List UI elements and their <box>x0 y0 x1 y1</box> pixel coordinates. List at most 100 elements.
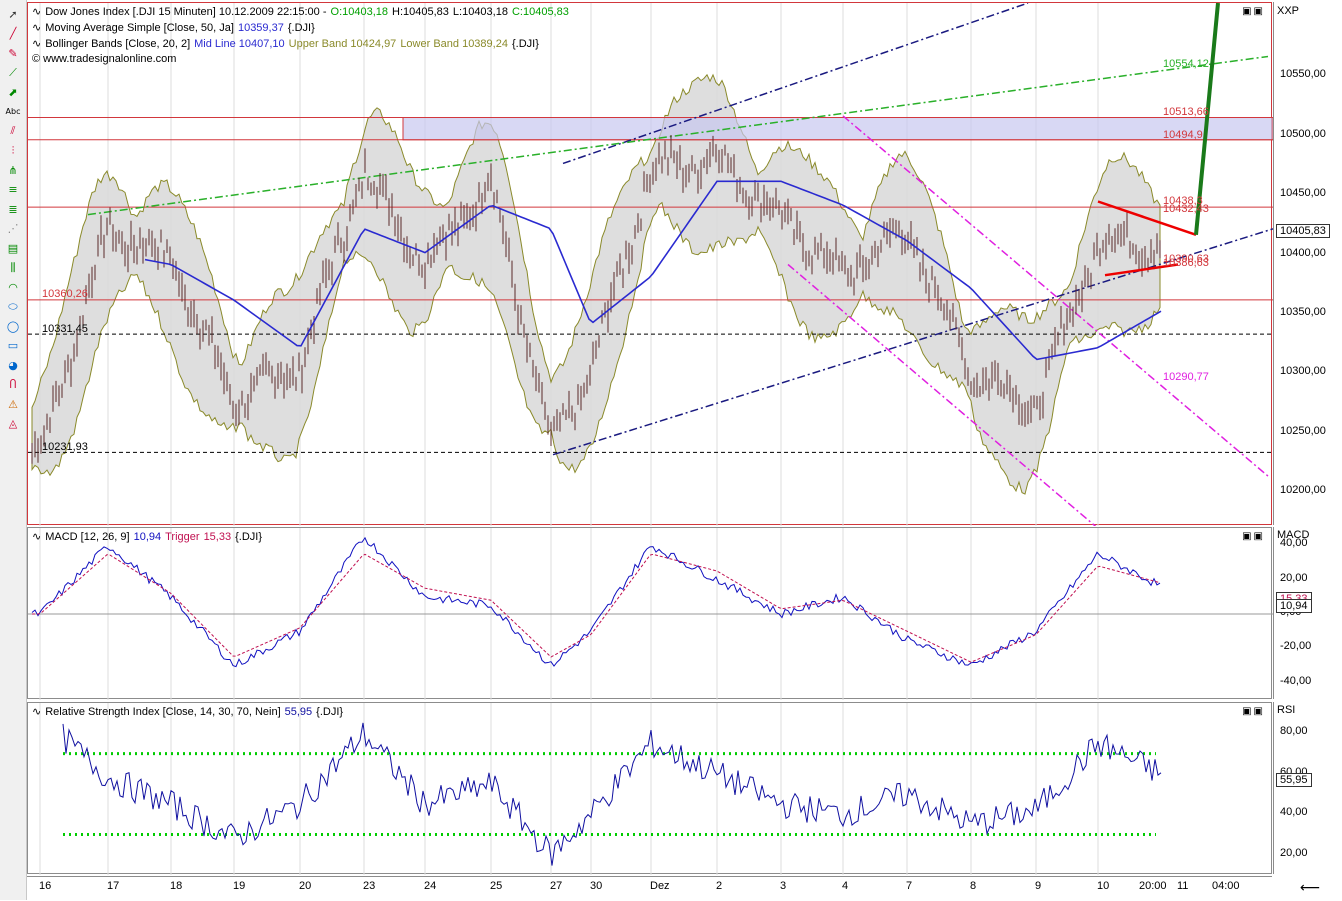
sma-value: 10359,37 <box>237 22 284 34</box>
cursor-icon[interactable]: ➚ <box>8 7 18 21</box>
time-tick-label: 20:00 <box>1139 880 1167 892</box>
macd-plot <box>28 528 1273 700</box>
trend-channel-icon[interactable]: ⟋ <box>9 65 17 79</box>
time-tick-label: 9 <box>1035 880 1042 892</box>
triangle-upper-line <box>1097 200 1197 236</box>
copyright: © www.tradesignalonline.com <box>32 53 177 65</box>
level-label: 10390,63 <box>1163 252 1209 265</box>
bollinger-band-area <box>31 73 1161 495</box>
line-tool-icon[interactable]: ╱ <box>9 27 17 40</box>
resistance-zone <box>402 117 1273 141</box>
circle-tool-icon[interactable]: ◯ <box>6 319 20 333</box>
legend-close: C:10405,83 <box>511 6 569 18</box>
bb-label: Bollinger Bands [Close, 20, 2] <box>45 38 191 50</box>
gann-icon[interactable]: ≡ <box>8 183 18 196</box>
macd-tick-label: 40,00 <box>1280 537 1308 550</box>
regression-icon[interactable]: ▤ <box>7 241 19 255</box>
time-tick-label: 27 <box>550 880 563 892</box>
fibonacci-icon[interactable]: ⫶ <box>11 143 15 157</box>
bb-src: {.DJI} <box>511 38 539 50</box>
rsi-tick-label: 20,00 <box>1280 846 1308 859</box>
macd-line <box>31 536 1161 668</box>
time-tick-label: 23 <box>363 880 376 892</box>
time-tick-label: 18 <box>170 880 183 892</box>
time-tick-label: 25 <box>490 880 503 892</box>
price-tick-label: 10350,00 <box>1280 306 1326 319</box>
price-tick-label: 10450,00 <box>1280 187 1326 200</box>
macd-tick-label: -20,00 <box>1280 640 1312 653</box>
sma-src: {.DJI} <box>287 22 315 34</box>
price-plot <box>28 3 1273 526</box>
panel-window-buttons[interactable]: ▣▣ <box>1242 6 1265 17</box>
sphere-icon[interactable]: ◕ <box>8 358 18 372</box>
arrow-up-icon[interactable]: ⬈ <box>8 85 18 99</box>
price-tick-label: 10250,00 <box>1280 424 1326 437</box>
bollinger-legend: ∿ Bollinger Bands [Close, 20, 2] Mid Line … <box>32 37 543 50</box>
price-tick-label: 10200,00 <box>1280 484 1326 497</box>
triangle-tool-icon[interactable]: ◬ <box>8 417 18 430</box>
macd-panel[interactable]: ∿ MACD [12, 26, 9] 10,94 Trigger 15,33 {.DJI}… <box>27 527 1273 700</box>
price-tick-label: 10300,00 <box>1280 365 1326 378</box>
macd-value: 10,94 <box>133 531 162 543</box>
legend-low: L:10403,18 <box>452 6 508 18</box>
text-tool-icon[interactable]: Abc <box>5 107 21 116</box>
level-label: 10438,3 <box>1163 195 1203 208</box>
price-tick-label: 10550,00 <box>1280 68 1326 81</box>
level-label: 10432,43 <box>1163 202 1209 215</box>
rsi-legend: ∿ Relative Strength Index [Close, 14, 30,… <box>32 705 347 718</box>
legend-open: O:10403,18 <box>330 6 389 18</box>
rsi-value: 55,95 <box>284 706 313 718</box>
cycle-lines-icon[interactable]: ⫼ <box>10 260 16 274</box>
rsi-value-box: 55,95 <box>1276 773 1312 787</box>
rsi-axis-title: RSI <box>1277 704 1296 716</box>
macd-tick-label: -40,00 <box>1280 674 1312 687</box>
time-tick-label: 30 <box>590 880 603 892</box>
ellipse-tool-icon[interactable]: ⬭ <box>8 299 18 313</box>
rsi-panel[interactable]: ∿ Relative Strength Index [Close, 14, 30,… <box>27 702 1272 875</box>
macd-window-buttons[interactable]: ▣▣ <box>1242 531 1265 542</box>
trigger-line <box>32 553 1161 663</box>
time-tick-label: 10 <box>1097 880 1110 892</box>
pitchfork-icon[interactable]: ⋔ <box>8 163 18 177</box>
pencil-icon[interactable]: ✎ <box>8 46 18 60</box>
rectangle-tool-icon[interactable]: ▭ <box>7 339 19 352</box>
rsi-axis: RSI 80,00 60,00 40,00 20,00 <box>1273 702 1342 874</box>
time-tick-label: 19 <box>233 880 246 892</box>
bb-upper: Upper Band 10424,97 <box>288 38 397 50</box>
legend-title: Dow Jones Index [.DJI 15 Minuten] 10.12.… <box>45 6 327 18</box>
price-legend: ∿ Dow Jones Index [.DJI 15 Minuten] 10.12… <box>32 5 573 18</box>
parallel-lines-icon[interactable]: ⫽ <box>10 124 16 137</box>
magnet-icon[interactable]: Ⴖ <box>9 378 17 391</box>
level-label: 10290,77 <box>1163 371 1209 384</box>
rsi-line <box>62 722 1162 866</box>
sma-50-line <box>144 180 1162 361</box>
rsi-window-buttons[interactable]: ▣▣ <box>1242 706 1265 717</box>
macd-tick-label: 20,00 <box>1280 571 1308 584</box>
rsi-label: Relative Strength Index [Close, 14, 30, … <box>45 706 281 718</box>
rsi-marker: ∿ <box>32 706 42 718</box>
rsi-plot <box>39 703 1162 875</box>
rsi-src: {.DJI} <box>316 706 344 718</box>
level-label: 10554,12 <box>1163 57 1209 70</box>
time-tick-label: 04:00 <box>1212 880 1240 892</box>
price-chart-panel[interactable]: ∿ Dow Jones Index [.DJI 15 Minuten] 10.12… <box>27 2 1273 526</box>
sma-legend: ∿ Moving Average Simple [Close, 50, Ja] 10… <box>32 21 319 34</box>
price-tick-label: 10400,00 <box>1280 246 1326 259</box>
chart-indicator-marker: ∿ <box>32 6 42 18</box>
level-label: 10513,66 <box>1163 106 1209 119</box>
time-tick-label: Dez <box>650 880 670 892</box>
green-trend-line <box>87 55 1269 216</box>
level-label: 10331,45 <box>42 322 88 335</box>
time-tick-label: 24 <box>424 880 437 892</box>
fan-lines-icon[interactable]: ≣ <box>8 202 18 216</box>
scroll-arrow-icon[interactable]: ⟵ <box>1299 880 1321 896</box>
magenta-channel-lower <box>787 263 1097 526</box>
breakout-target-arrow <box>1194 3 1220 235</box>
trigger-label: Trigger <box>165 531 200 543</box>
arc-icon[interactable]: ◠ <box>8 280 18 294</box>
speed-lines-icon[interactable]: ⋰ <box>7 222 19 235</box>
macd-label: MACD [12, 26, 9] <box>45 531 130 543</box>
rsi-tick-label: 40,00 <box>1280 806 1308 819</box>
sma-marker: ∿ <box>32 22 42 34</box>
pattern-tool-icon[interactable]: ⚠ <box>8 397 18 411</box>
